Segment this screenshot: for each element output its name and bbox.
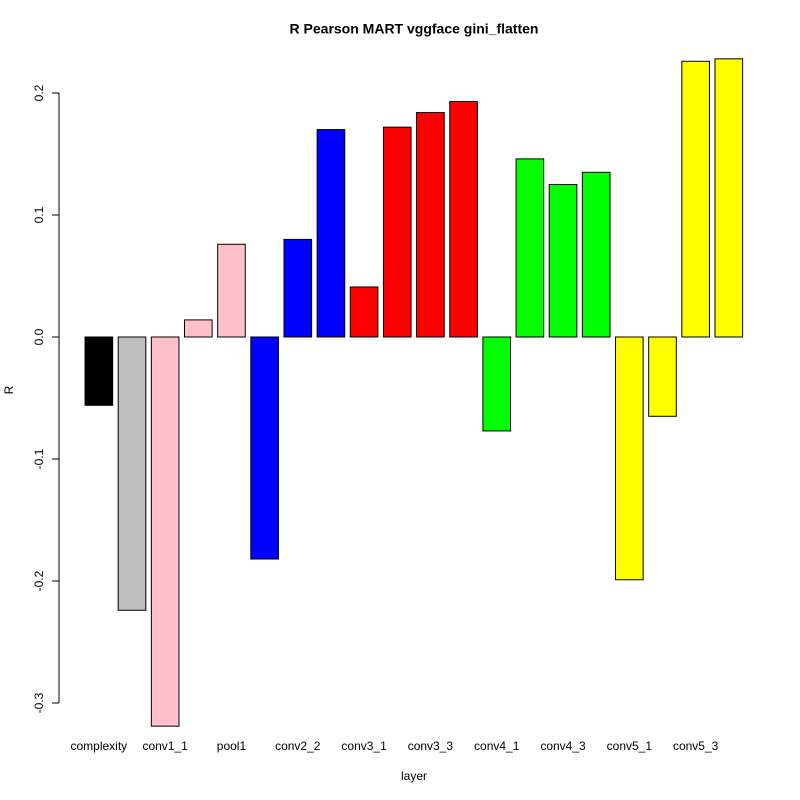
x-tick-label: conv4_1 [474, 739, 520, 753]
bar [84, 336, 114, 406]
bar [615, 336, 644, 581]
y-tick-label: -0.1 [32, 448, 46, 469]
bar [382, 126, 412, 338]
bar [217, 243, 246, 338]
x-tick-label: conv3_3 [408, 739, 454, 753]
bar [581, 171, 611, 338]
bar [117, 336, 147, 611]
bar [283, 238, 313, 338]
x-tick-label: conv5_1 [607, 739, 653, 753]
x-tick-label: pool1 [217, 739, 247, 753]
y-tick-label: 0.0 [32, 328, 46, 345]
bar [250, 336, 279, 560]
bar [150, 336, 180, 727]
bar [681, 60, 710, 338]
y-tick-label: -0.3 [32, 692, 46, 713]
y-tick-label: 0.1 [32, 206, 46, 223]
y-tick-label: -0.2 [32, 570, 46, 591]
bar [183, 319, 213, 338]
x-tick-label: conv1_1 [142, 739, 188, 753]
bar [482, 336, 512, 432]
x-tick-label: conv4_3 [540, 739, 586, 753]
bar [515, 158, 545, 338]
bar [648, 336, 677, 417]
x-tick-label: conv5_3 [673, 739, 719, 753]
bar [548, 183, 578, 338]
chart-title: R Pearson MART vggface gini_flatten [290, 21, 539, 37]
x-axis-label: layer [401, 769, 427, 783]
x-tick-label: conv2_2 [275, 739, 321, 753]
bar [449, 101, 478, 338]
x-tick-label: complexity [70, 739, 127, 753]
bar [714, 58, 744, 338]
bar [316, 129, 346, 338]
y-tick-label: 0.2 [32, 84, 46, 101]
bar [349, 286, 379, 338]
bar [416, 112, 445, 338]
y-axis-label: R [2, 385, 16, 394]
x-tick-label: conv3_1 [341, 739, 387, 753]
